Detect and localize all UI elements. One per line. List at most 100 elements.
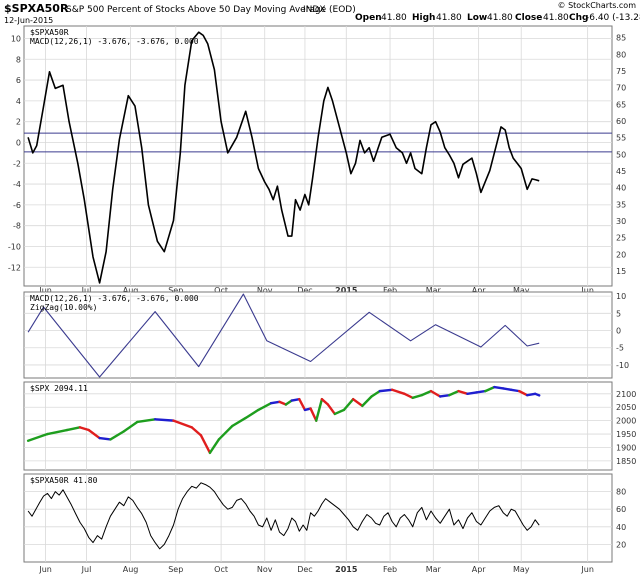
y-tick-label: -6: [13, 201, 21, 210]
x-tick-label: May: [513, 565, 530, 574]
legend-entry: ZigZag(10.00%): [30, 303, 97, 312]
open-label: Open: [355, 13, 382, 23]
y-tick-label: 60: [616, 505, 626, 514]
x-tick-label: Nov: [257, 565, 273, 574]
spx-segment: [46, 428, 69, 436]
series-line-raw: [27, 482, 540, 550]
y-right-tick-label: 30: [616, 217, 626, 226]
spx-segment: [429, 389, 442, 398]
low-value: 41.80: [487, 13, 513, 23]
spx-segment: [122, 420, 139, 433]
low-label: Low: [467, 13, 487, 23]
spx-segment: [199, 434, 212, 455]
x-tick-label: Jul: [81, 565, 92, 574]
x-tick-label: Aug: [123, 565, 139, 574]
spx-segment: [534, 392, 541, 397]
spx-segment: [448, 389, 460, 397]
y-right-tick-label: 35: [616, 200, 626, 209]
spx-segment: [502, 387, 513, 391]
x-tick-label: Oct: [214, 565, 228, 574]
x-tick-label: 2015: [335, 565, 358, 574]
spx-segment: [342, 397, 355, 412]
y-tick-label: 80: [616, 488, 626, 497]
y-tick-label: 20: [616, 540, 626, 549]
spx-segment: [309, 407, 318, 422]
spx-segment: [378, 388, 394, 393]
spx-segment: [438, 393, 451, 398]
spx-segment: [98, 436, 112, 441]
y-tick-label: 2050: [616, 403, 636, 412]
y-tick-label: 40: [616, 523, 626, 532]
spx-segment: [475, 389, 487, 394]
series-line-main: [27, 31, 540, 284]
spx-segment: [333, 408, 346, 416]
y-tick-label: -8: [13, 222, 21, 231]
x-tick-label: Sep: [168, 565, 183, 574]
chg-label: Chg: [569, 13, 588, 23]
y-tick-label: 6: [16, 76, 21, 85]
y-tick-label: 4: [16, 97, 21, 106]
spx-segment: [370, 389, 381, 398]
spx-segment: [136, 418, 157, 424]
x-tick-label: Oct: [214, 286, 228, 295]
y-tick-label: 2: [16, 118, 21, 127]
series-line-zigzag: [27, 293, 540, 378]
x-tick-label: Dec: [297, 286, 312, 295]
x-tick-label: Jun: [38, 565, 52, 574]
spx-segment: [290, 397, 301, 402]
y-right-tick-label: 45: [616, 167, 626, 176]
spx-segment: [315, 397, 324, 422]
spx-segment: [526, 392, 537, 397]
spx-segment: [217, 424, 234, 441]
y-right-tick-label: 15: [616, 267, 626, 276]
spx-segment: [351, 397, 364, 408]
watermark: © StockCharts.com: [558, 1, 637, 10]
spx-segment: [466, 391, 478, 396]
chart-panels: 1086420-2-4-6-8-10-128580757065605550454…: [8, 25, 636, 574]
y-right-tick-label: 20: [616, 250, 626, 259]
open-value: 41.80: [381, 13, 407, 23]
spx-segment: [65, 426, 82, 432]
x-tick-label: Feb: [383, 286, 397, 295]
spx-segment: [484, 385, 496, 393]
y-tick-label: 0: [16, 138, 21, 147]
high-label: High: [412, 13, 435, 23]
legend-entry: $SPXA50R 41.80: [30, 476, 98, 485]
y-tick-label: 0: [616, 327, 621, 336]
spx-segment: [109, 430, 126, 441]
x-tick-label: May: [513, 286, 530, 295]
x-tick-label: Mar: [426, 286, 442, 295]
panel-frame-spx: [23, 381, 613, 471]
y-right-tick-label: 85: [616, 34, 626, 43]
y-tick-label: -2: [13, 159, 21, 168]
chart-date: 12-Jun-2015: [4, 16, 53, 25]
x-tick-label: Apr: [472, 286, 487, 295]
y-tick-label: 2100: [616, 390, 636, 399]
y-tick-label: 8: [16, 55, 21, 64]
x-tick-label: Jun: [38, 286, 52, 295]
y-right-tick-label: 55: [616, 134, 626, 143]
y-tick-label: -12: [8, 263, 21, 272]
spx-segment: [320, 397, 330, 406]
spx-segment: [298, 397, 307, 412]
y-right-tick-label: 50: [616, 150, 626, 159]
y-right-tick-label: 25: [616, 234, 626, 243]
x-tick-label: Feb: [383, 565, 397, 574]
x-tick-label: Aug: [123, 286, 139, 295]
y-right-tick-label: 40: [616, 184, 626, 193]
spx-segment: [411, 393, 424, 400]
spx-segment: [493, 385, 505, 390]
y-tick-label: 10: [616, 292, 626, 301]
symbol: $SPXA50R: [4, 2, 69, 15]
legend-entry: $SPX 2094.11: [30, 384, 88, 393]
y-right-tick-label: 75: [616, 67, 626, 76]
high-value: 41.80: [436, 13, 462, 23]
y-tick-label: -10: [616, 361, 629, 370]
spx-segment: [153, 418, 175, 422]
x-tick-label: Apr: [472, 565, 487, 574]
chart-title: S&P 500 Percent of Stocks Above 50 Day M…: [66, 5, 356, 15]
x-tick-label: Mar: [426, 565, 442, 574]
y-tick-label: -10: [8, 242, 21, 251]
y-tick-label: -5: [616, 344, 624, 353]
